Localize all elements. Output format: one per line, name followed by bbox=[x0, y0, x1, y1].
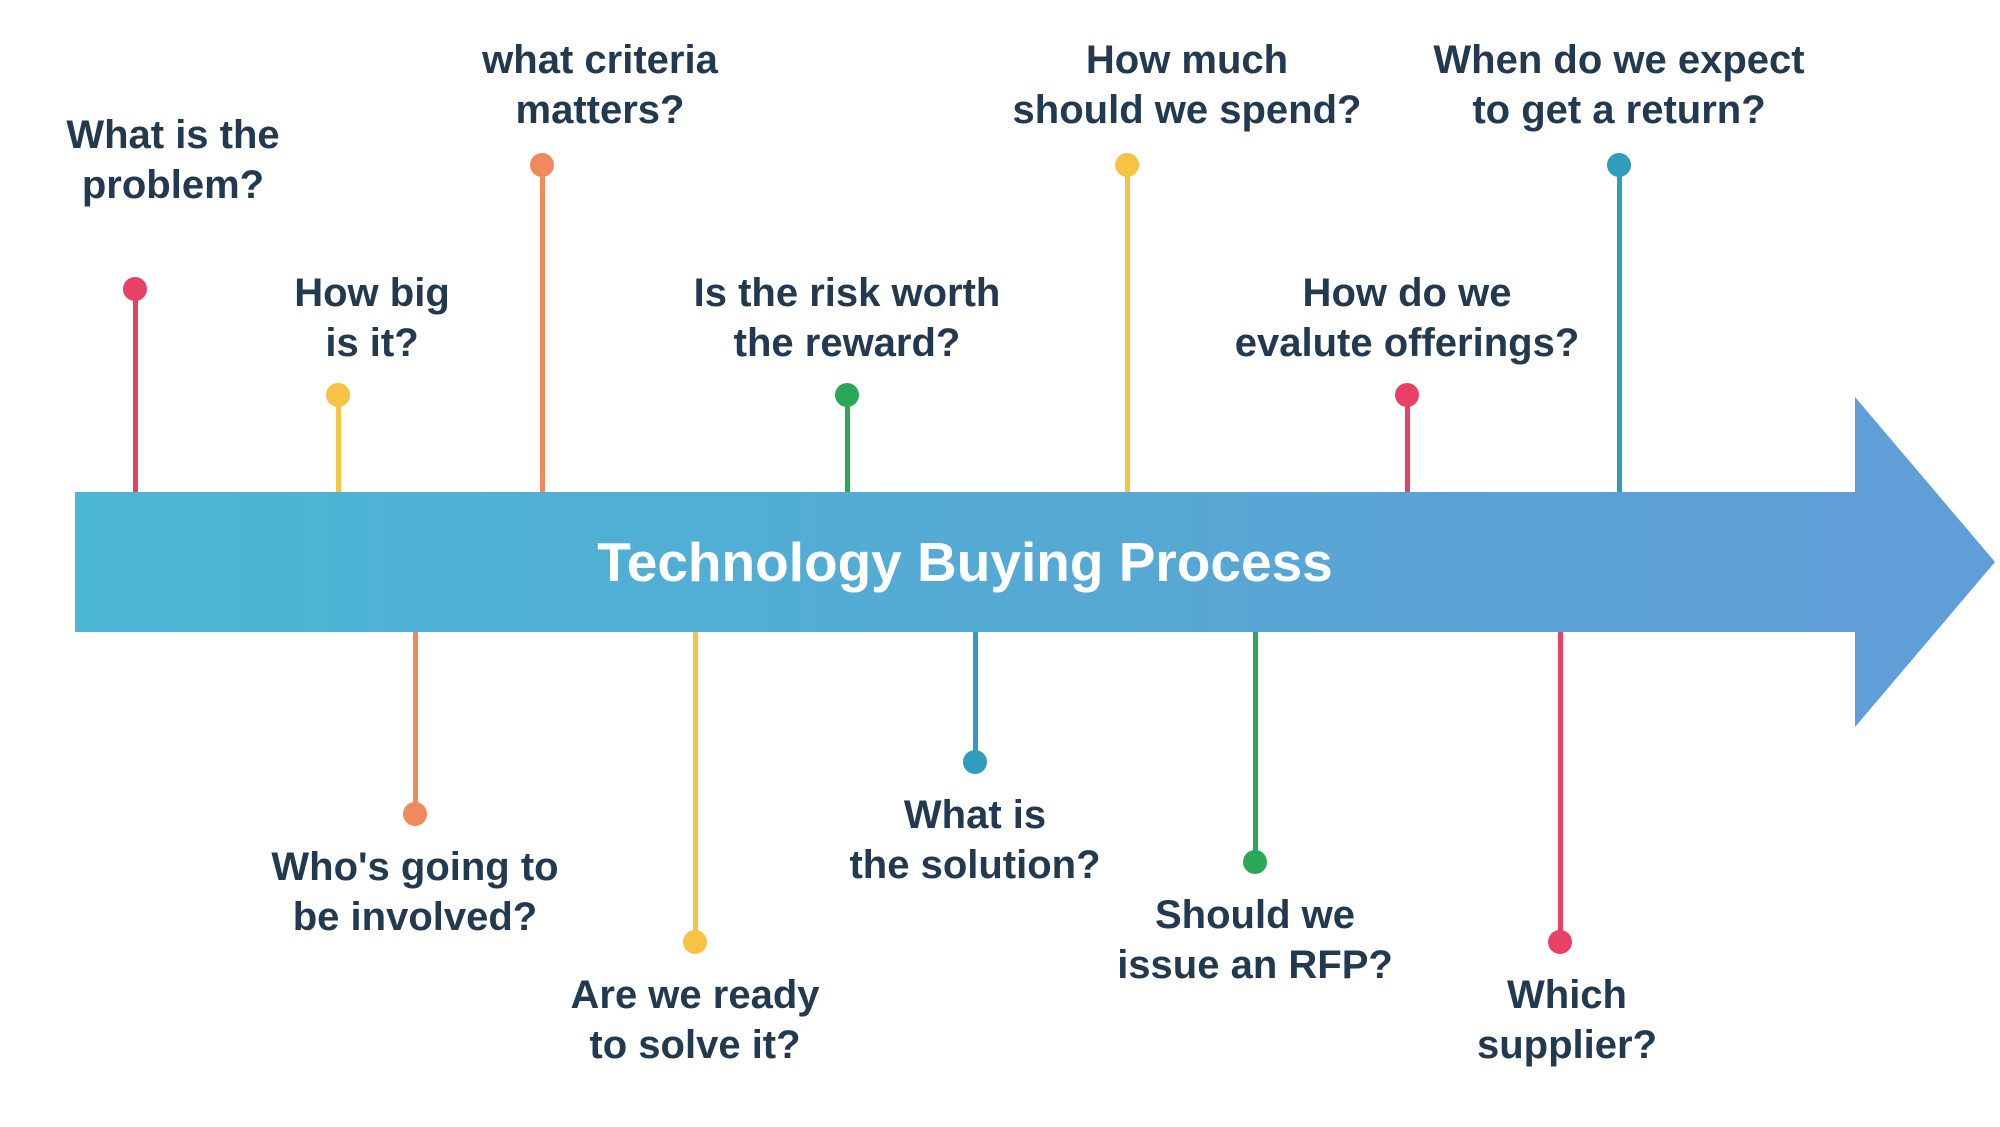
dot-q8 bbox=[1115, 153, 1139, 177]
dot-q2 bbox=[326, 383, 350, 407]
question-label-q7: What is the solution? bbox=[849, 790, 1100, 890]
dot-q11 bbox=[1548, 930, 1572, 954]
stem-q6 bbox=[845, 395, 850, 492]
process-arrow-title: Technology Buying Process bbox=[597, 530, 1333, 594]
stem-q3 bbox=[413, 632, 418, 814]
stem-q8 bbox=[1125, 165, 1130, 492]
stem-q12 bbox=[1617, 165, 1622, 492]
process-arrow-head bbox=[1855, 397, 1995, 727]
question-label-q5: Are we ready to solve it? bbox=[570, 970, 819, 1070]
dot-q1 bbox=[123, 277, 147, 301]
dot-q3 bbox=[403, 802, 427, 826]
dot-q7 bbox=[963, 750, 987, 774]
stem-q11 bbox=[1558, 632, 1563, 942]
stem-q4 bbox=[540, 165, 545, 492]
stem-q9 bbox=[1253, 632, 1258, 862]
stem-q7 bbox=[973, 632, 978, 762]
dot-q6 bbox=[835, 383, 859, 407]
question-label-q12: When do we expect to get a return? bbox=[1433, 35, 1804, 135]
process-arrow-body: Technology Buying Process bbox=[75, 492, 1855, 632]
stem-q1 bbox=[133, 289, 138, 492]
dot-q5 bbox=[683, 930, 707, 954]
diagram-stage: Technology Buying Process What is the pro… bbox=[0, 0, 2000, 1127]
stem-q2 bbox=[336, 395, 341, 492]
stem-q5 bbox=[693, 632, 698, 942]
question-label-q9: Should we issue an RFP? bbox=[1117, 890, 1393, 990]
question-label-q11: Which supplier? bbox=[1477, 970, 1657, 1070]
dot-q12 bbox=[1607, 153, 1631, 177]
question-label-q10: How do we evalute offerings? bbox=[1235, 268, 1580, 368]
stem-q10 bbox=[1405, 395, 1410, 492]
question-label-q4: what criteria matters? bbox=[482, 35, 718, 135]
question-label-q3: Who's going to be involved? bbox=[271, 842, 558, 942]
question-label-q1: What is the problem? bbox=[66, 110, 279, 210]
dot-q9 bbox=[1243, 850, 1267, 874]
question-label-q8: How much should we spend? bbox=[1013, 35, 1362, 135]
question-label-q6: Is the risk worth the reward? bbox=[694, 268, 1001, 368]
dot-q4 bbox=[530, 153, 554, 177]
dot-q10 bbox=[1395, 383, 1419, 407]
question-label-q2: How big is it? bbox=[294, 268, 450, 368]
